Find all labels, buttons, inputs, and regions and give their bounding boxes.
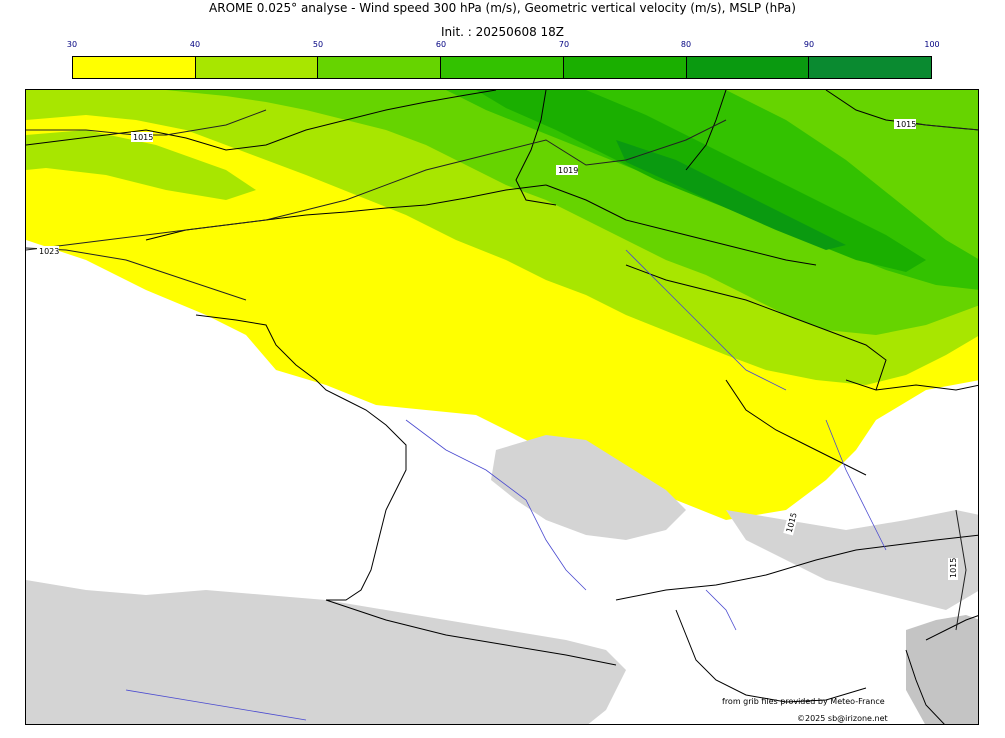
colorbar-tick: 60: [435, 40, 447, 49]
data-source-credit: from grib files provided by Meteo-France: [722, 697, 885, 706]
colorbar-segment: [318, 57, 442, 78]
map-title: AROME 0.025° analyse - Wind speed 300 hP…: [209, 1, 796, 15]
colorbar-tick: 40: [189, 40, 201, 49]
vertical-velocity-area: [491, 435, 686, 540]
colorbar-segment: [686, 57, 810, 78]
colorbar-tick: 100: [924, 40, 940, 49]
isobar-label: 1015: [949, 558, 958, 578]
colorbar: [72, 56, 932, 79]
isobar-label: 1015: [133, 133, 153, 142]
isobar-label: 1019: [558, 166, 578, 175]
colorbar-tick: 80: [680, 40, 692, 49]
isobar-label: 1023: [39, 247, 59, 256]
rivers: [125, 249, 887, 721]
init-time: Init. : 20250608 18Z: [440, 25, 565, 39]
weather-map: 1015 1019 1023 1015 1015 1015: [25, 89, 979, 725]
copyright: ©2025 sb@irizone.net: [797, 714, 888, 723]
map-canvas: 1015 1019 1023 1015 1015 1015: [26, 90, 978, 724]
wind-band-80: [616, 140, 846, 250]
wind-band-40-west: [26, 130, 256, 200]
vertical-velocity-area: [726, 510, 978, 610]
colorbar-segment: [809, 57, 932, 78]
colorbar-segment: [195, 57, 319, 78]
colorbar-segment: [441, 57, 564, 78]
colorbar-segment: [563, 57, 687, 78]
colorbar-tick: 70: [558, 40, 570, 49]
colorbar-tick: 30: [66, 40, 78, 49]
vertical-velocity-area: [906, 615, 978, 724]
colorbar-ticks: 30 40 50 60 70 80 90 100: [0, 40, 1005, 54]
isobar-label: 1015: [896, 120, 916, 129]
isobar-labels: 1015 1019 1023 1015 1015 1015: [37, 119, 958, 580]
colorbar-tick: 50: [312, 40, 324, 49]
vertical-velocity-area: [26, 580, 626, 724]
colorbar-tick: 90: [803, 40, 815, 49]
colorbar-segment: [73, 57, 196, 78]
